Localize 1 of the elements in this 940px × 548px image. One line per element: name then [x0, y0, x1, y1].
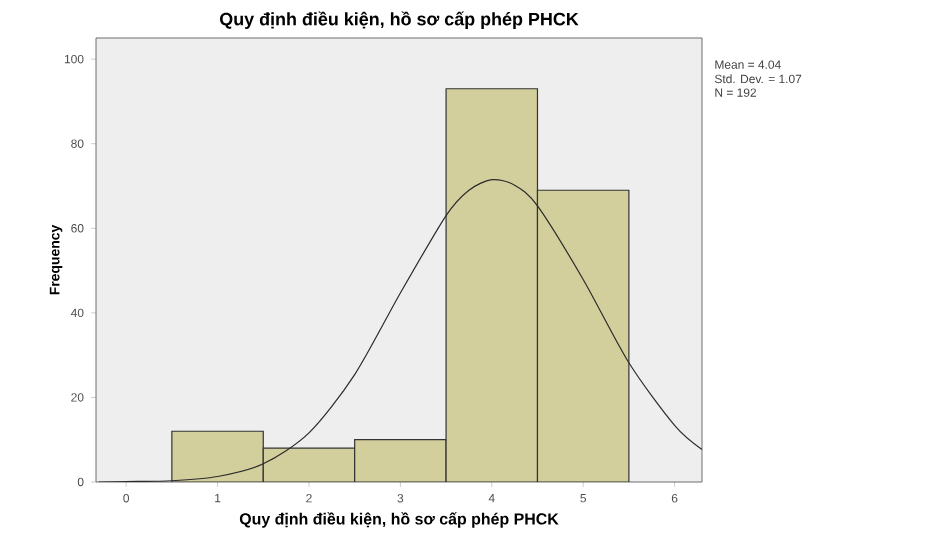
chart-title: Quy định điều kiện, hồ sơ cấp phép PHCK	[220, 11, 579, 29]
